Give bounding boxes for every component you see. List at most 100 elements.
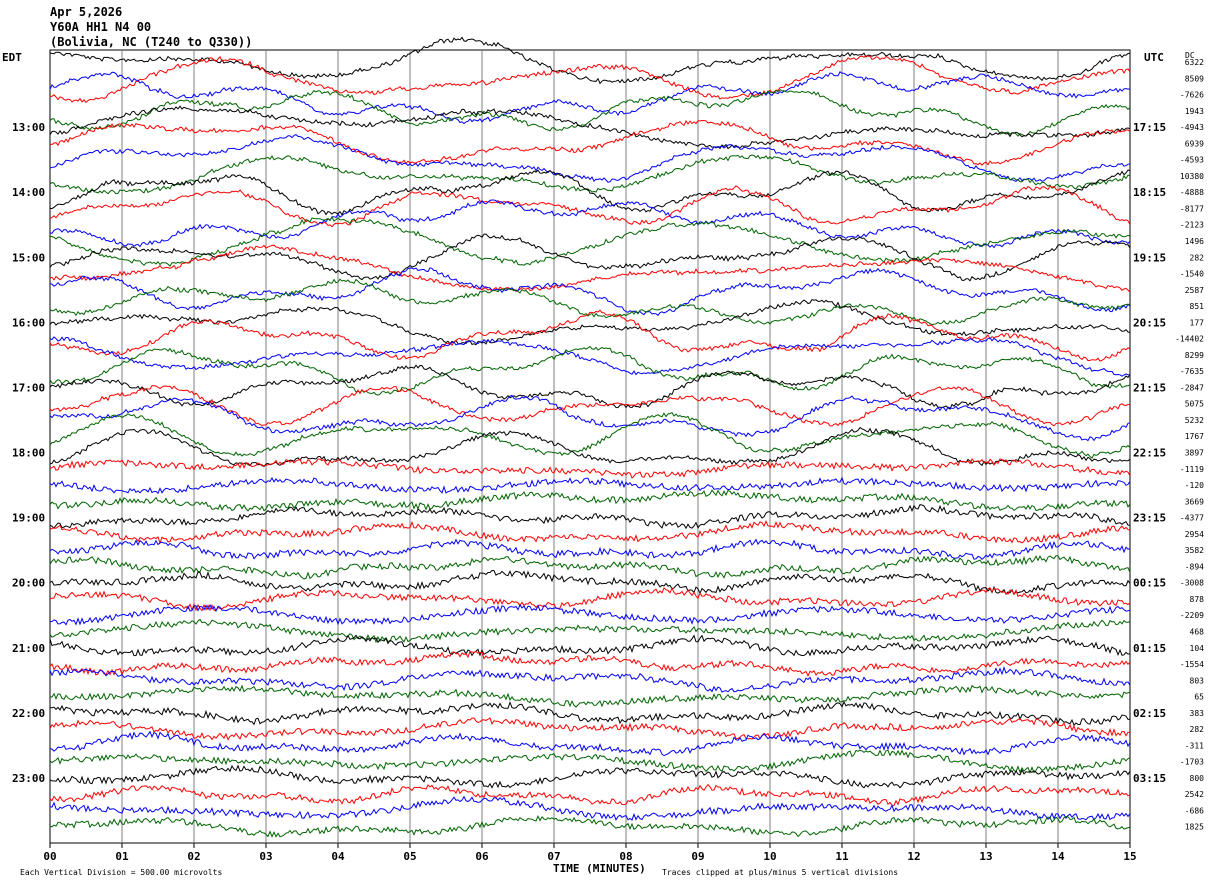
dc-axis-title: DC	[1185, 51, 1195, 60]
trace-line-5	[49, 105, 1131, 150]
x-tick-label-03: 03	[259, 850, 272, 863]
x-tick-label-10: 10	[763, 850, 776, 863]
trace-line-2	[49, 55, 1131, 104]
x-tick-label-15: 15	[1123, 850, 1136, 863]
trace-line-40	[49, 684, 1131, 708]
dc-offset-label: -1119	[1180, 465, 1204, 474]
trace-line-35	[49, 603, 1131, 626]
trace-line-41	[50, 700, 1131, 727]
dc-offset-label: -120	[1185, 481, 1204, 490]
dc-offset-label: 5232	[1185, 416, 1204, 425]
trace-line-48	[49, 814, 1131, 838]
header-station: Y60A HH1 N4 00	[50, 20, 151, 34]
trace-line-36	[49, 618, 1131, 644]
trace-line-32	[49, 554, 1131, 580]
trace-line-30	[49, 520, 1131, 545]
edt-label: 15:00	[12, 251, 45, 264]
x-tick-label-01: 01	[115, 850, 129, 863]
utc-label: 01:15	[1133, 642, 1166, 655]
trace-line-11	[49, 199, 1131, 249]
dc-offset-label: 2954	[1185, 530, 1204, 539]
x-tick-label-07: 07	[547, 850, 560, 863]
x-tick-label-08: 08	[619, 850, 632, 863]
dc-offset-label: -311	[1185, 741, 1204, 750]
edt-label: 23:00	[12, 772, 45, 785]
dc-offset-label: 3582	[1185, 546, 1204, 555]
header-location: (Bolivia, NC (T240 to Q330))	[50, 35, 252, 49]
trace-line-24	[49, 411, 1131, 459]
utc-label: 03:15	[1133, 772, 1166, 785]
plot-frame	[49, 49, 1131, 844]
utc-label: 19:15	[1133, 251, 1166, 264]
edt-label: 20:00	[12, 577, 45, 590]
trace-line-14	[49, 244, 1131, 293]
trace-line-43	[49, 730, 1131, 757]
trace-line-33	[49, 569, 1131, 596]
edt-label: 22:00	[12, 707, 45, 720]
trace-line-47	[49, 795, 1131, 821]
dc-offset-label: 8509	[1185, 74, 1204, 83]
dc-offset-label: -1554	[1180, 660, 1204, 669]
utc-label: 20:15	[1133, 316, 1166, 329]
dc-offset-labels: 6322 8509 -7626 1943 -4943 6939 -4593 10380 -488…	[1175, 58, 1204, 832]
trace-line-18	[49, 309, 1131, 362]
trace-line-42	[49, 717, 1131, 741]
dc-offset-label: 6322	[1185, 58, 1204, 67]
trace-line-29	[49, 504, 1131, 530]
trace-line-3	[49, 71, 1131, 125]
dc-offset-label: 383	[1190, 709, 1205, 718]
trace-line-6	[49, 119, 1131, 166]
trace-line-1	[49, 36, 1131, 85]
utc-label: 23:15	[1133, 512, 1166, 525]
dc-offset-label: 3897	[1185, 449, 1204, 458]
trace-line-37	[49, 634, 1131, 657]
edt-label: 14:00	[12, 186, 45, 199]
trace-line-34	[49, 587, 1131, 612]
trace-line-4	[49, 89, 1131, 137]
edt-label: 17:00	[12, 381, 45, 394]
x-axis-label: TIME (MINUTES)	[553, 862, 646, 875]
trace-line-26	[49, 458, 1131, 479]
trace-line-38	[49, 650, 1131, 678]
edt-label: 13:00	[12, 121, 45, 134]
dc-offset-label: 1767	[1185, 432, 1204, 441]
utc-axis-title: UTC	[1144, 51, 1164, 64]
trace-line-8	[49, 154, 1131, 195]
x-tick-label-13: 13	[979, 850, 992, 863]
dc-offset-label: -4943	[1180, 123, 1204, 132]
trace-line-45	[49, 764, 1131, 789]
trace-line-20	[49, 345, 1131, 396]
dc-offset-label: 104	[1190, 644, 1205, 653]
trace-line-12	[49, 215, 1131, 267]
dc-offset-label: 3669	[1185, 497, 1204, 506]
dc-offset-label: 1943	[1185, 107, 1204, 116]
utc-time-labels: 17:15 18:15 19:15 20:15 21:15 22:15 23:15 00:15…	[1133, 121, 1166, 785]
header-date: Apr 5,2026	[50, 5, 122, 19]
trace-line-25	[49, 426, 1131, 468]
dc-offset-label: 10380	[1180, 172, 1204, 181]
dc-offset-label: -7626	[1180, 91, 1204, 100]
utc-label: 18:15	[1133, 186, 1166, 199]
utc-label: 22:15	[1133, 447, 1166, 460]
dc-offset-label: 1825	[1185, 823, 1204, 832]
dc-offset-label: 878	[1190, 595, 1205, 604]
dc-offset-label: 177	[1190, 318, 1205, 327]
dc-offset-label: 2587	[1185, 286, 1204, 295]
trace-line-22	[49, 385, 1131, 427]
dc-offset-label: 282	[1190, 725, 1205, 734]
trace-line-17	[49, 299, 1131, 346]
edt-label: 21:00	[12, 642, 45, 655]
x-tick-label-05: 05	[403, 850, 416, 863]
trace-line-46	[49, 783, 1131, 807]
trace-line-7	[49, 134, 1131, 183]
dc-offset-label: 6939	[1185, 139, 1204, 148]
trace-line-28	[49, 489, 1131, 512]
edt-label: 16:00	[12, 316, 45, 329]
dc-offset-label: -2847	[1180, 383, 1204, 392]
trace-line-19	[49, 336, 1131, 377]
division-note: Each Vertical Division = 500.00 microvol…	[20, 868, 222, 877]
trace-line-23	[49, 394, 1131, 442]
trace-lines	[49, 36, 1131, 838]
dc-offset-label: 8299	[1185, 351, 1204, 360]
